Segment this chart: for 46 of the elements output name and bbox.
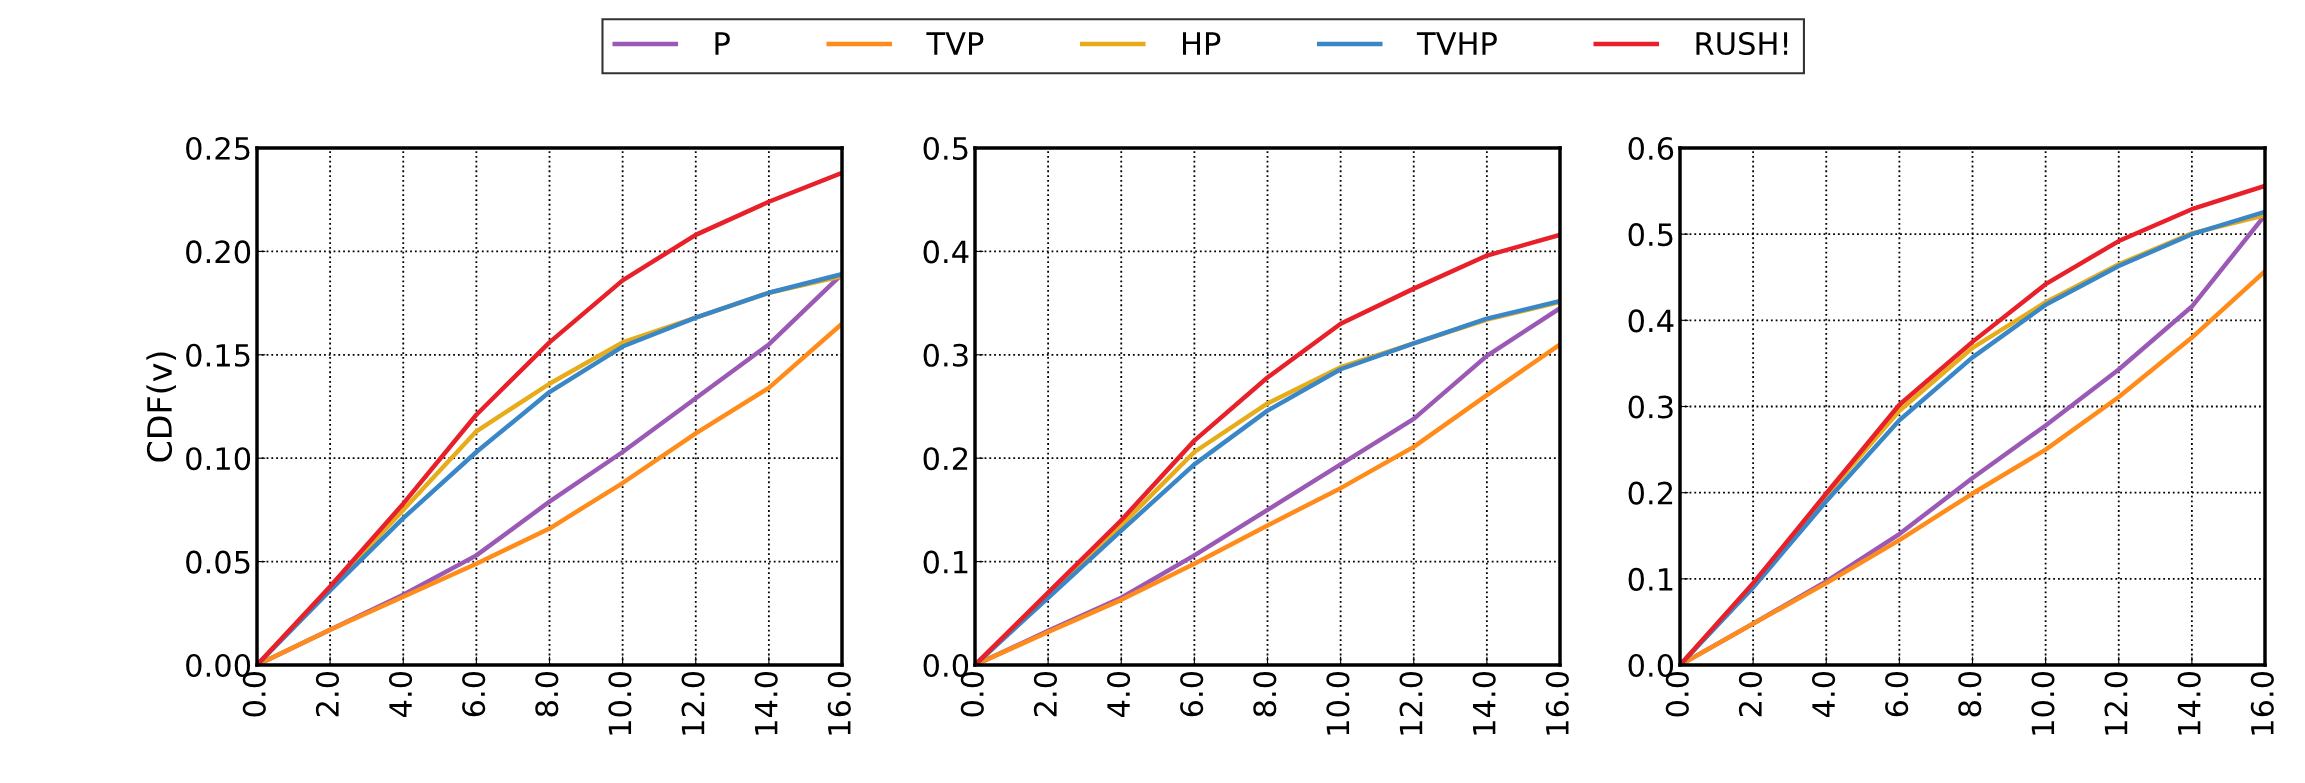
x-tick-label: 2.0 [315,671,339,717]
x-tick-label: 2.0 [1033,671,1057,717]
legend-label: HP [1183,32,1221,55]
y-tick-label: 0.10 [186,447,251,471]
y-tick-label: 0.4 [923,240,969,264]
x-tick-label: 10.0 [1326,671,1350,735]
y-tick-label: 0.1 [923,550,968,574]
x-tick-label: 12.0 [681,671,705,735]
x-tick-label: 8.0 [535,671,559,717]
x-tick-label: 16.0 [2250,671,2274,735]
x-tick-label: 6.0 [1885,671,1909,717]
x-tick-label: 16.0 [827,671,851,735]
x-tick-label: 10.0 [2031,671,2055,735]
y-tick-label: 0.4 [1628,309,1674,333]
x-tick-label: 14.0 [754,671,778,735]
legend-label: TVP [926,32,984,55]
legend-label: P [715,32,730,55]
x-tick-label: 10.0 [608,671,632,735]
x-tick-label: 8.0 [1958,671,1982,717]
x-tick-label: 4.0 [1812,671,1836,717]
y-tick-label: 0.5 [923,136,968,161]
y-tick-label: 0.5 [1628,223,1673,247]
y-tick-label: 0.25 [186,136,250,161]
x-tick-label: 6.0 [1180,671,1204,717]
y-tick-label: 0.3 [1628,395,1673,419]
x-tick-label: 8.0 [1253,671,1277,717]
x-tick-label: 14.0 [1472,671,1496,735]
x-tick-label: 16.0 [1545,671,1569,735]
x-tick-label: 6.0 [462,671,486,717]
y-tick-label: 0.6 [1628,136,1674,161]
y-tick-label: 0.2 [923,447,968,471]
y-tick-label: 0.05 [186,550,250,574]
x-tick-label: 4.0 [389,671,413,717]
y-tick-label: 0.2 [1628,481,1673,505]
x-tick-label: 12.0 [2104,671,2128,735]
y-tick-label: 0.15 [186,343,250,367]
x-tick-label: 2.0 [1738,671,1762,717]
y-tick-label: 0.1 [1628,567,1673,591]
legend-label: TVHP [1416,32,1497,55]
legend-label: RUSH! [1696,31,1788,56]
x-tick-label: 4.0 [1107,671,1131,717]
x-tick-label: 14.0 [2177,671,2201,735]
y-tick-label: 0.3 [923,343,968,367]
y-axis-title: CDF(v) [146,352,177,462]
x-tick-label: 12.0 [1399,671,1423,735]
y-tick-label: 0.20 [186,240,251,264]
